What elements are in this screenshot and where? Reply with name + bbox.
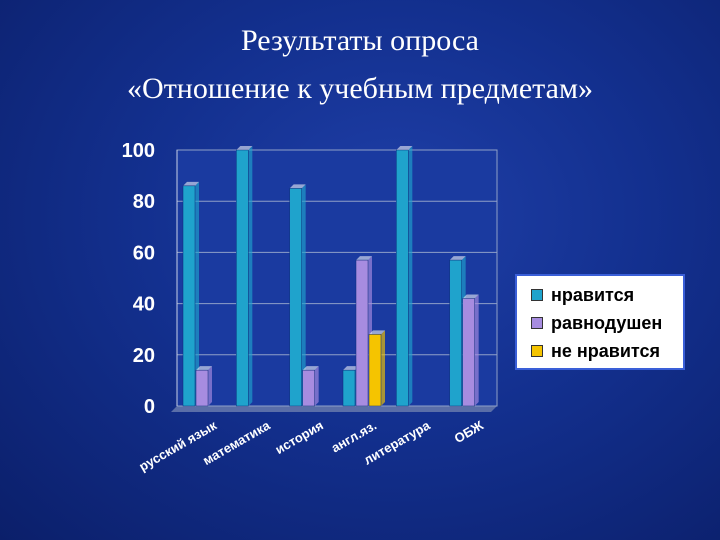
bar-like: [396, 149, 409, 407]
x-tick-label: история: [273, 418, 326, 457]
legend-item-like: нравится: [531, 284, 634, 306]
x-tick-label: ОБЖ: [452, 417, 486, 446]
chart-title-line2: «Отношение к учебным предметам»: [127, 72, 593, 105]
legend-swatch-like: [531, 289, 543, 301]
chart-legend: нравится равнодушен не нравится: [515, 274, 685, 370]
chart-title-line1: Результаты опроса: [241, 24, 479, 57]
bar-side-like: [408, 146, 413, 406]
bar-top-like: [396, 146, 413, 150]
bar-like: [182, 185, 196, 407]
y-tick-label: 40: [133, 294, 155, 316]
bar-like: [236, 149, 249, 407]
bar-top-dislike: [369, 330, 385, 335]
y-tick-label: 80: [133, 191, 155, 213]
bar-top-neutral: [356, 256, 372, 261]
bar-top-like: [236, 146, 253, 150]
bar-side-dislike: [381, 330, 385, 406]
bar-top-neutral: [462, 294, 479, 299]
bar-side-like: [195, 181, 199, 406]
y-tick-label: 100: [122, 140, 155, 162]
bar-neutral: [462, 298, 475, 407]
legend-label-neutral: равнодушен: [551, 312, 663, 333]
y-tick-label: 20: [133, 345, 155, 367]
bar-like: [449, 259, 462, 407]
bar-side-neutral: [208, 366, 212, 406]
plot-floor: [171, 406, 497, 412]
plot-area: [176, 149, 498, 407]
bar-top-like: [183, 181, 199, 186]
legend-swatch-neutral: [531, 317, 543, 329]
legend-item-neutral: равнодушен: [531, 312, 662, 334]
bar-neutral: [195, 369, 209, 407]
bar-top-like: [289, 184, 306, 189]
bar-like: [342, 369, 356, 407]
bar-dislike: [368, 334, 382, 407]
bar-top-neutral: [302, 366, 319, 371]
bar-top-like: [343, 366, 359, 371]
legend-label-like: нравится: [551, 284, 635, 305]
bar-side-neutral: [314, 366, 319, 406]
legend-label-dislike: не нравится: [551, 340, 660, 361]
legend-swatch-dislike: [531, 345, 543, 357]
bar-side-like: [301, 184, 306, 406]
bar-top-like: [449, 256, 466, 261]
y-tick-label: 0: [144, 396, 155, 418]
bar-side-like: [248, 146, 253, 406]
bar-neutral: [355, 259, 369, 407]
bar-like: [289, 188, 302, 407]
bar-neutral: [302, 369, 315, 407]
bar-top-neutral: [196, 366, 212, 371]
legend-item-dislike: не нравится: [531, 340, 660, 362]
bar-side-neutral: [474, 294, 479, 406]
y-tick-label: 60: [133, 242, 155, 264]
